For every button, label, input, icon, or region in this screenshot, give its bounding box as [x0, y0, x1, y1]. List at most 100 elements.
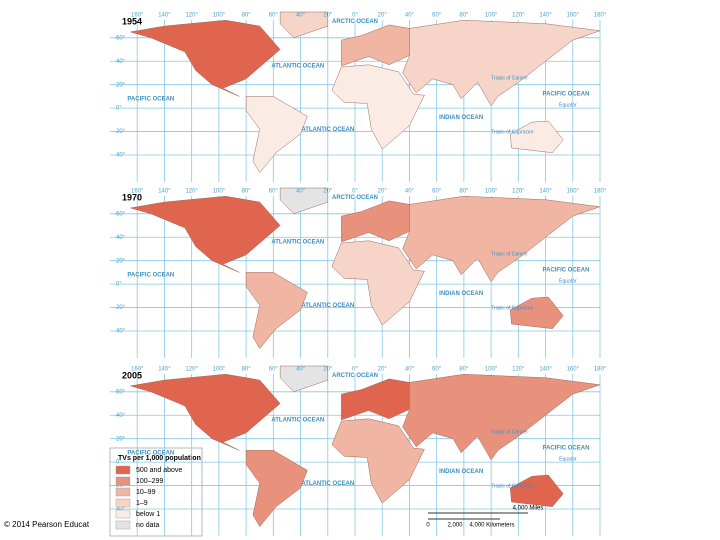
longitude-label: 100°: [213, 13, 226, 19]
ocean-label: ARCTIC OCEAN: [332, 373, 378, 379]
longitude-label: 60°: [269, 367, 279, 373]
legend-label: no data: [136, 522, 159, 529]
ocean-label: INDIAN OCEAN: [439, 469, 483, 475]
latitude-label: 60°: [116, 35, 126, 41]
copyright: © 2014 Pearson Educat: [4, 520, 90, 529]
longitude-label: 0°: [352, 189, 358, 195]
country-region: [509, 296, 564, 329]
latitude-label: 40°: [116, 153, 126, 159]
longitude-label: 120°: [185, 13, 198, 19]
country-region: [331, 418, 425, 504]
country-region: [509, 120, 564, 153]
legend-swatch: [115, 465, 131, 475]
longitude-label: 60°: [432, 13, 442, 19]
line-label: Equator: [559, 278, 577, 284]
longitude-label: 20°: [323, 367, 333, 373]
longitude-label: 80°: [242, 13, 252, 19]
longitude-label: 20°: [323, 13, 333, 19]
line-label: Equator: [559, 102, 577, 108]
longitude-label: 140°: [539, 367, 552, 373]
country-region: [509, 474, 564, 507]
latitude-label: 60°: [116, 389, 126, 395]
line-label: Tropic of Cancer: [491, 76, 528, 82]
latitude-label: 20°: [116, 258, 126, 264]
country-region: [130, 19, 281, 97]
longitude-label: 160°: [567, 367, 580, 373]
longitude-label: 0°: [352, 367, 358, 373]
ocean-label: ATLANTIC OCEAN: [301, 303, 354, 309]
longitude-label: 180°: [594, 367, 607, 373]
country-region: [402, 195, 601, 283]
legend-label: 100–299: [136, 478, 163, 485]
scale-label: 0: [426, 523, 430, 529]
longitude-label: 40°: [296, 367, 306, 373]
ocean-label: PACIFIC OCEAN: [127, 272, 174, 278]
ocean-label: PACIFIC OCEAN: [543, 268, 590, 274]
longitude-label: 160°: [131, 189, 144, 195]
line-label: Tropic of Capricorn: [491, 129, 534, 135]
longitude-label: 140°: [158, 189, 171, 195]
world-map: 160° 140° 120° 100° 80° 60° 40° 20° 0° 20° 40° 60° 8…: [110, 365, 607, 536]
longitude-label: 60°: [432, 189, 442, 195]
year-label: 2005: [122, 370, 142, 380]
longitude-label: 140°: [158, 367, 171, 373]
country-region: [341, 200, 410, 243]
longitude-label: 160°: [131, 367, 144, 373]
country-region: [130, 373, 281, 451]
longitude-label: 40°: [405, 189, 415, 195]
longitude-label: 100°: [485, 13, 498, 19]
ocean-label: PACIFIC OCEAN: [543, 92, 590, 98]
latitude-label: 40°: [116, 329, 126, 335]
country-region: [279, 365, 329, 393]
longitude-label: 120°: [512, 367, 525, 373]
ocean-label: ATLANTIC OCEAN: [301, 481, 354, 487]
longitude-label: 180°: [594, 189, 607, 195]
longitude-label: 20°: [378, 367, 388, 373]
longitude-label: 120°: [185, 189, 198, 195]
longitude-label: 140°: [158, 13, 171, 19]
country-region: [402, 19, 601, 107]
legend-label: 10–99: [136, 489, 156, 496]
country-region: [341, 378, 410, 421]
legend-label: below 1: [136, 511, 160, 518]
ocean-label: INDIAN OCEAN: [439, 115, 483, 121]
longitude-label: 40°: [405, 367, 415, 373]
longitude-label: 60°: [269, 13, 279, 19]
longitude-label: 20°: [323, 189, 333, 195]
longitude-label: 80°: [459, 13, 469, 19]
year-label: 1954: [122, 16, 142, 26]
longitude-label: 100°: [485, 189, 498, 195]
ocean-label: PACIFIC OCEAN: [127, 450, 174, 456]
longitude-label: 180°: [594, 13, 607, 19]
longitude-label: 80°: [459, 189, 469, 195]
country-region: [331, 64, 425, 150]
legend-swatch: [115, 487, 131, 497]
longitude-label: 80°: [242, 367, 252, 373]
ocean-label: INDIAN OCEAN: [439, 291, 483, 297]
ocean-label: PACIFIC OCEAN: [127, 96, 174, 102]
longitude-label: 100°: [213, 189, 226, 195]
longitude-label: 20°: [378, 189, 388, 195]
longitude-label: 40°: [296, 13, 306, 19]
country-region: [245, 272, 308, 350]
longitude-label: 40°: [405, 13, 415, 19]
longitude-label: 120°: [512, 13, 525, 19]
scale-label: 2,000: [447, 523, 463, 529]
ocean-label: ARCTIC OCEAN: [332, 195, 378, 201]
latitude-label: 0°: [116, 106, 122, 112]
legend-swatch: [115, 476, 131, 486]
line-label: Tropic of Capricorn: [491, 483, 534, 489]
ocean-label: ATLANTIC OCEAN: [271, 240, 324, 246]
ocean-label: PACIFIC OCEAN: [543, 446, 590, 452]
year-label: 1970: [122, 192, 142, 202]
longitude-label: 100°: [213, 367, 226, 373]
latitude-label: 40°: [116, 507, 126, 513]
line-label: Equator: [559, 456, 577, 462]
latitude-label: 40°: [116, 59, 126, 65]
world-map: 160° 140° 120° 100° 80° 60° 40° 20° 0° 20° 40° 60° 8…: [110, 11, 607, 182]
country-region: [245, 450, 308, 528]
legend-swatch: [115, 509, 131, 519]
ocean-label: ATLANTIC OCEAN: [271, 418, 324, 424]
latitude-label: 0°: [116, 282, 122, 288]
